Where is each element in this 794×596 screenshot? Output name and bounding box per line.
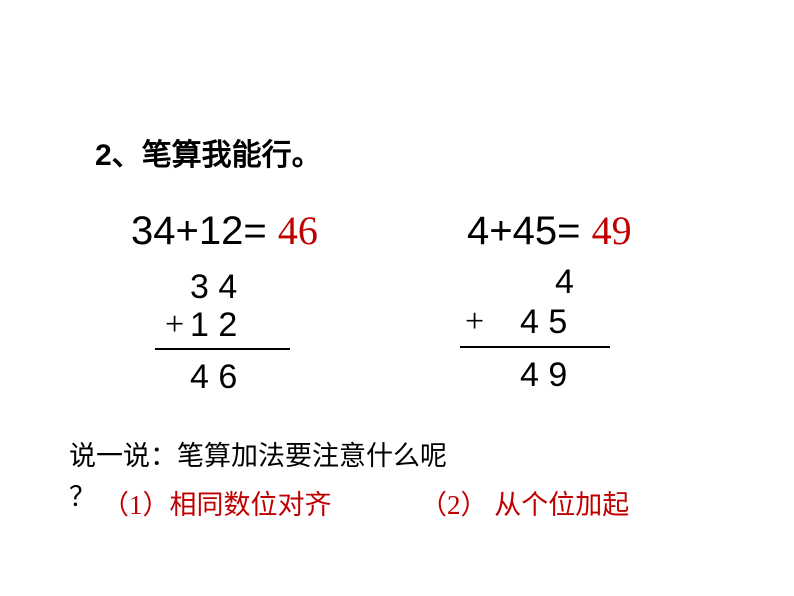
equation1-result: 46 <box>278 208 318 253</box>
calc2-line <box>460 346 610 348</box>
heading-number: 2、 <box>95 139 142 172</box>
calc1-plus: + <box>165 306 184 344</box>
calc2-result: 4 9 <box>520 356 567 395</box>
calc1-result: 4 6 <box>190 358 237 397</box>
point1: （1）相同数位对齐 <box>102 483 332 522</box>
calc2-row2: 4 5 <box>520 303 567 342</box>
discuss-line: 说一说：笔算加法要注意什么呢 <box>69 434 447 473</box>
calc2-plus: + <box>465 303 484 341</box>
equation2-expr: 4+45= <box>467 209 580 253</box>
discuss-qmark: ？ <box>69 475 96 514</box>
point2: （2） 从个位加起 <box>420 483 629 522</box>
calc1-row2: 1 2 <box>190 306 237 345</box>
calc1-row1: 3 4 <box>190 268 237 307</box>
equation1-expr: 34+12= <box>131 209 267 253</box>
heading-text: 笔算我能行。 <box>142 139 322 172</box>
calc2-row1: 4 <box>555 263 574 302</box>
equation2-result: 49 <box>592 208 632 253</box>
calc1-line <box>155 348 290 350</box>
